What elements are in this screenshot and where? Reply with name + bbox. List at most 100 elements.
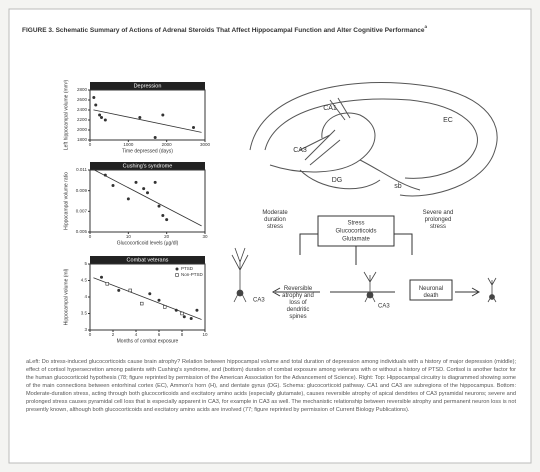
x-tick-label: 1000 — [123, 142, 134, 147]
y-tick-label: 0.007 — [76, 209, 88, 214]
point — [182, 315, 186, 319]
x-axis-label: Months of combat exposure — [117, 338, 179, 344]
death-label: Neuronal death — [419, 286, 443, 299]
point — [100, 116, 103, 119]
text-line: atrophy and — [282, 293, 314, 299]
title-text: FIGURE 3. Schematic Summary of Actions o… — [22, 27, 425, 34]
point — [100, 275, 103, 279]
point — [161, 213, 165, 217]
x-axis-label: Time depressed (days) — [122, 148, 173, 154]
region-label: EC — [443, 117, 453, 124]
figure-title: FIGURE 3. Schematic Summary of Actions o… — [22, 24, 427, 34]
severe-label: Severe and prolonged stress — [423, 210, 454, 230]
point — [128, 288, 132, 293]
box-line: Glutamate — [342, 237, 370, 243]
hippocampus-drawing — [249, 82, 498, 197]
legend-marker — [175, 267, 179, 271]
plot-title: Depression — [134, 83, 162, 89]
y-axis-label: Hippocampal volume (ml) — [63, 268, 69, 325]
point — [138, 116, 142, 119]
plot-header — [90, 256, 205, 264]
title-note: a — [424, 24, 427, 29]
x-tick-label: 8 — [181, 332, 184, 337]
x-tick-label: 30 — [202, 234, 208, 239]
plot-title: Cushing's syndrome — [123, 163, 173, 169]
y-tick-label: 3.5 — [81, 311, 88, 316]
y-tick-label: 2000 — [77, 127, 88, 132]
text-line: duration — [264, 217, 286, 223]
y-tick-label: 3 — [84, 327, 87, 332]
point — [103, 173, 107, 177]
y-tick-label: 4 — [84, 294, 87, 299]
region-label: CA3 — [293, 147, 307, 154]
legend-marker — [175, 273, 179, 277]
text-line: dendritic — [287, 307, 310, 313]
plot-title: Combat veterans — [127, 257, 169, 263]
y-tick-label: 4.5 — [81, 278, 88, 283]
point — [195, 308, 199, 312]
text-line: prolonged — [425, 217, 452, 223]
text-line: Neuronal — [419, 286, 443, 292]
y-tick-label: 0.011 — [76, 167, 87, 172]
point — [157, 298, 161, 302]
point — [94, 103, 98, 107]
point — [117, 288, 121, 292]
box-line: Glucocorticoids — [335, 229, 376, 235]
y-tick-label: 0.005 — [76, 229, 88, 234]
text-line: death — [423, 293, 438, 299]
y-tick-label: 2400 — [77, 107, 88, 112]
moderate-label: Moderate duration stress — [262, 210, 288, 230]
y-tick-label: 0.009 — [76, 188, 88, 193]
neuron-label: CA3 — [378, 304, 390, 310]
point — [126, 197, 130, 201]
region-label: DG — [332, 177, 343, 184]
y-tick-label: 1800 — [77, 137, 88, 142]
point — [180, 311, 184, 316]
point — [161, 113, 165, 117]
point — [189, 316, 193, 320]
y-axis-label: Left hippocampal volume (mm³) — [63, 80, 69, 151]
legend-label: PTSD — [181, 266, 194, 271]
plot-frame — [89, 89, 206, 141]
plot-frame — [89, 169, 206, 233]
point — [165, 218, 169, 222]
point — [174, 308, 178, 312]
point — [146, 191, 149, 195]
text-line: stress — [430, 224, 446, 230]
point — [157, 204, 161, 208]
point — [192, 126, 195, 129]
plot-header — [90, 162, 205, 170]
x-tick-label: 0 — [89, 142, 92, 147]
x-tick-label: 3000 — [200, 142, 211, 147]
y-tick-label: 5 — [84, 261, 87, 266]
point — [92, 96, 96, 99]
x-tick-label: 0 — [89, 332, 92, 337]
point — [153, 180, 157, 184]
y-tick-label: 2800 — [77, 87, 88, 92]
point — [111, 184, 115, 187]
text-line: Reversible — [284, 286, 313, 292]
plot-header — [90, 82, 205, 90]
reversible-label: Reversible atrophy and loss of dendritic spi… — [282, 286, 314, 320]
point — [98, 113, 102, 117]
box-line: Stress — [347, 221, 364, 227]
region-label: sb — [394, 183, 402, 190]
arrows — [271, 233, 481, 297]
y-axis-label: Hippocampal volume ratio — [63, 172, 69, 230]
text-line: loss of — [289, 300, 307, 306]
x-tick-label: 10 — [202, 332, 208, 337]
x-axis-label: Glucocorticoid levels (µg/dl) — [117, 240, 179, 246]
y-tick-label: 2600 — [77, 97, 88, 102]
point — [142, 187, 146, 191]
region-label: CA1 — [323, 105, 337, 112]
x-tick-label: 20 — [164, 234, 170, 239]
text-line: stress — [267, 224, 283, 230]
point — [105, 282, 109, 286]
neuron-label: CA3 — [253, 298, 265, 304]
point — [153, 136, 157, 139]
legend-label: Non-PTSD — [181, 272, 204, 277]
text-line: spines — [289, 314, 306, 320]
fit-line — [93, 109, 202, 133]
